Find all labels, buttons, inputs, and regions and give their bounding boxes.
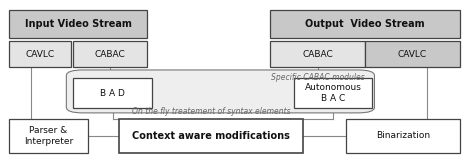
Text: CAVLC: CAVLC (26, 50, 55, 59)
Text: CABAC: CABAC (95, 50, 126, 59)
Text: CABAC: CABAC (302, 50, 333, 59)
Text: Binarization: Binarization (376, 131, 430, 140)
Text: Input Video Stream: Input Video Stream (25, 19, 132, 29)
FancyBboxPatch shape (66, 70, 374, 113)
Bar (270, 10, 460, 38)
Bar (9, 119, 88, 153)
Text: Context aware modifications: Context aware modifications (132, 131, 290, 141)
Bar (365, 41, 460, 67)
Text: CAVLC: CAVLC (398, 50, 427, 59)
Text: Output  Video Stream: Output Video Stream (305, 19, 425, 29)
Text: B A D: B A D (100, 89, 125, 97)
Text: On the fly treatement of syntax elements: On the fly treatement of syntax elements (132, 107, 290, 116)
Bar (346, 119, 460, 153)
Bar (73, 78, 152, 108)
Text: Specific CABAC modules: Specific CABAC modules (271, 73, 365, 82)
Bar (9, 41, 71, 67)
Bar (118, 119, 303, 153)
Text: Parser &
Interpreter: Parser & Interpreter (24, 126, 73, 146)
Bar (294, 78, 372, 108)
Bar (73, 41, 147, 67)
Bar (9, 10, 147, 38)
Text: Autonomous
B A C: Autonomous B A C (305, 83, 361, 103)
Bar (270, 41, 365, 67)
